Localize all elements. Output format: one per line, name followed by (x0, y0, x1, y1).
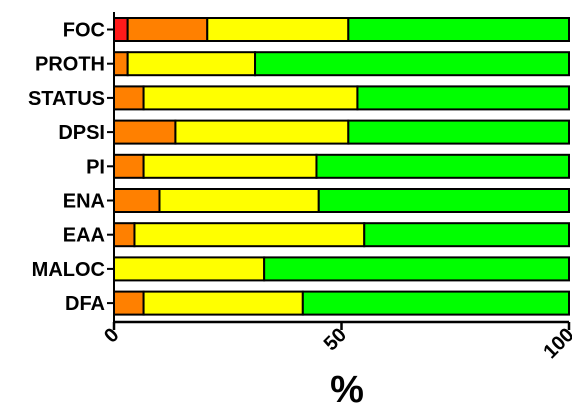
bar-segment-maloc-3 (263, 256, 570, 282)
bar-segment-ena-1 (113, 188, 161, 213)
bar-segment-ena-3 (317, 188, 570, 213)
bar-segment-maloc-2 (113, 256, 266, 282)
bar-segment-eaa-3 (363, 222, 570, 248)
category-label-proth: PROTH (35, 54, 105, 76)
bar-segment-dpsi-3 (347, 119, 571, 145)
bar-segment-eaa-1 (113, 222, 136, 248)
category-label-eaa: EAA (63, 225, 105, 247)
category-label-pi: PI (86, 156, 105, 178)
bar-segment-proth-3 (254, 51, 571, 77)
bar-segment-ena-2 (158, 188, 320, 213)
bar-segment-pi-2 (142, 153, 318, 179)
x-axis-title: % (330, 369, 364, 411)
bar-segment-proth-2 (126, 51, 257, 77)
bar-segment-pi-1 (113, 153, 145, 179)
bar-segment-proth-1 (113, 51, 129, 77)
bar-segment-pi-3 (315, 153, 570, 179)
category-label-maloc: MALOC (32, 259, 105, 281)
bar-segment-status-3 (356, 85, 570, 111)
bar-segment-status-2 (142, 85, 359, 111)
bar-segment-foc-1 (126, 17, 209, 42)
bar-segment-foc-3 (347, 17, 571, 42)
bars-layer (113, 17, 571, 316)
bar-segment-dfa-1 (113, 290, 145, 316)
category-label-foc: FOC (63, 20, 105, 42)
category-label-ena: ENA (63, 191, 105, 213)
x-tick-label-0: 0 (100, 324, 123, 347)
x-tick-label-100: 100 (539, 324, 572, 363)
bar-segment-dpsi-1 (113, 119, 177, 145)
bar-segment-status-1 (113, 85, 145, 111)
bar-segment-foc-2 (206, 17, 350, 42)
x-tick-label-50: 50 (320, 324, 351, 355)
category-label-status: STATUS (28, 88, 105, 110)
bar-segment-eaa-2 (133, 222, 366, 248)
bar-segment-dfa-3 (301, 290, 570, 316)
bar-segment-foc-0 (113, 17, 129, 42)
category-label-dpsi: DPSI (58, 122, 105, 144)
bar-segment-dpsi-2 (174, 119, 350, 145)
category-labels: FOC PROTH STATUS DPSI PI ENA EAA MALOC DFA (28, 20, 105, 316)
category-label-dfa: DFA (65, 293, 105, 315)
bar-segment-dfa-2 (142, 290, 304, 316)
